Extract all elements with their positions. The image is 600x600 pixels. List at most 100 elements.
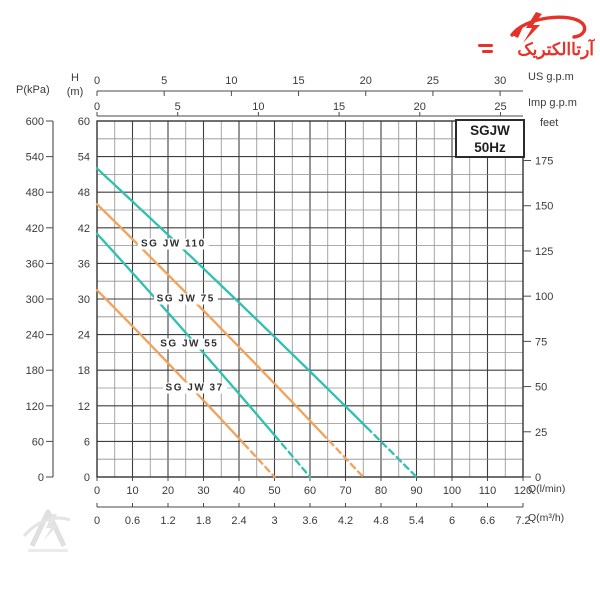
feet-tick-label: 100 [535,291,553,303]
pump-curve-sg-jw-110 [95,167,369,429]
pump-curve-sg-jw-55 [95,232,277,438]
imp-gpm-axis-unit: Imp g.p.m [528,97,577,109]
head-axis-unit-line1: H [71,72,79,84]
flow-lmin-tick-label: 80 [375,485,387,497]
imp-gpm-tick-label: 20 [414,101,426,113]
curve-label-sg-jw-55: SG JW 55 [157,338,222,350]
us-gpm-axis-unit: US g.p.m [528,71,574,83]
curve-label-sg-jw-75: SG JW 75 [153,293,218,305]
us-gpm-tick-label: 5 [161,75,167,87]
head-tick-label: 54 [78,152,90,164]
feet-tick-label: 50 [535,382,547,394]
pressure-tick-label: 420 [26,223,44,235]
pressure-tick-label: 540 [26,152,44,164]
pressure-tick-label: 480 [26,187,44,199]
flow-m3h-tick-label: 0 [94,515,100,527]
watermark-logo [22,506,82,563]
flow-lmin-tick-label: 90 [410,485,422,497]
head-tick-label: 48 [78,187,90,199]
head-tick-label: 24 [78,330,90,342]
flow-lmin-tick-label: 10 [126,485,138,497]
pressure-tick-label: 300 [26,294,44,306]
head-axis-unit: H (m) [58,71,92,99]
flow-m3h-tick-label: 1.2 [160,515,175,527]
legend-frequency: 50Hz [474,140,506,155]
pressure-tick-label: 180 [26,365,44,377]
flow-m3h-tick-label: 0.6 [125,515,140,527]
imp-gpm-tick-label: 15 [333,101,345,113]
flow-lmin-tick-label: 60 [304,485,316,497]
flow-m3h-tick-label: 7.2 [515,515,530,527]
brand-logo: آرتاالکتریک [478,10,596,62]
flow-lmin-tick-label: 40 [233,485,245,497]
flow-m3h-axis-unit: Q(m³/h) [528,512,565,524]
logo-speed-line [482,50,493,53]
legend-box: SGJW 50Hz [455,119,525,158]
feet-tick-label: 150 [535,201,553,213]
flow-m3h-tick-label: 1.8 [196,515,211,527]
imp-gpm-tick-label: 10 [252,101,264,113]
feet-tick-label: 25 [535,427,547,439]
imp-gpm-tick-label: 25 [494,101,506,113]
curve-label-sg-jw-37: SG JW 37 [162,382,227,394]
feet-tick-label: 125 [535,246,553,258]
head-tick-label: 0 [84,472,90,484]
flow-lmin-tick-label: 120 [514,485,532,497]
logo-speed-line [478,44,493,47]
us-gpm-tick-label: 10 [225,75,237,87]
flow-m3h-tick-label: 3.6 [302,515,317,527]
us-gpm-tick-label: 30 [494,75,506,87]
feet-tick-label: 75 [535,336,547,348]
flow-lmin-tick-label: 30 [197,485,209,497]
flow-lmin-tick-label: 50 [268,485,280,497]
feet-tick-label: 0 [535,472,541,484]
flow-m3h-tick-label: 6.6 [480,515,495,527]
pressure-axis-unit: P(kPa) [16,84,50,96]
flow-m3h-tick-label: 3 [271,515,277,527]
logo-swoosh-icon [510,12,587,43]
flow-lmin-tick-label: 70 [339,485,351,497]
head-tick-label: 12 [78,401,90,413]
flow-m3h-tick-label: 4.8 [373,515,388,527]
feet-tick-label: 175 [535,156,553,168]
pressure-tick-label: 60 [32,436,44,448]
flow-lmin-tick-label: 100 [443,485,461,497]
imp-gpm-tick-label: 0 [94,101,100,113]
flow-m3h-tick-label: 4.2 [338,515,353,527]
feet-axis-unit: feet [540,117,559,129]
pressure-tick-label: 600 [26,116,44,128]
head-tick-label: 42 [78,223,90,235]
flow-lmin-tick-label: 20 [162,485,174,497]
flow-lmin-axis-unit: Q(l/min) [528,483,566,495]
pump-curve-dashed-sg-jw-75 [320,432,365,479]
us-gpm-tick-label: 25 [427,75,439,87]
head-tick-label: 6 [84,436,90,448]
head-tick-label: 18 [78,365,90,377]
pressure-tick-label: 240 [26,330,44,342]
head-tick-label: 60 [78,116,90,128]
pump-curve-dashed-sg-jw-110 [365,426,418,479]
pressure-tick-label: 360 [26,258,44,270]
flow-lmin-tick-label: 0 [94,485,100,497]
head-tick-label: 30 [78,294,90,306]
pump-curve-sg-jw-37 [95,288,246,445]
us-gpm-tick-label: 15 [292,75,304,87]
us-gpm-tick-label: 20 [360,75,372,87]
pump-curve-dashed-sg-jw-37 [242,442,276,479]
flow-lmin-tick-label: 110 [479,485,497,497]
head-tick-label: 36 [78,258,90,270]
imp-gpm-tick-label: 5 [175,101,181,113]
us-gpm-tick-label: 0 [94,75,100,87]
legend-series-family: SGJW [470,123,510,138]
flow-m3h-tick-label: 6 [449,515,455,527]
pressure-tick-label: 0 [38,472,44,484]
pump-curve-dashed-sg-jw-55 [273,434,312,479]
curve-label-sg-jw-110: SG JW 110 [137,238,209,250]
lightning-bolt-icon [523,12,542,43]
flow-m3h-tick-label: 2.4 [231,515,246,527]
head-axis-unit-line2: (m) [66,86,84,98]
flow-m3h-tick-label: 5.4 [409,515,424,527]
pressure-tick-label: 120 [26,401,44,413]
